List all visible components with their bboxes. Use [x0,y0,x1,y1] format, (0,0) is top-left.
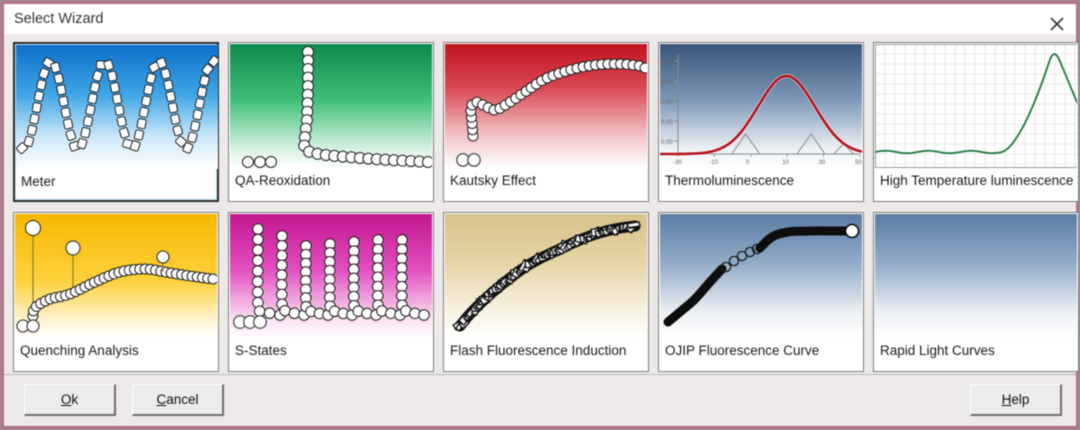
svg-text:0.00: 0.00 [661,80,673,86]
svg-text:0.00: 0.00 [661,60,673,66]
svg-text:0: 0 [746,160,750,166]
svg-text:30: 30 [819,160,826,166]
svg-text:-30: -30 [673,160,682,166]
svg-text:0.00: 0.00 [661,100,673,106]
svg-text:0.00: 0.00 [661,140,673,146]
svg-text:0.00: 0.00 [661,120,673,126]
svg-text:50: 50 [855,160,862,166]
svg-text:-10: -10 [709,160,718,166]
svg-text:10: 10 [782,160,789,166]
